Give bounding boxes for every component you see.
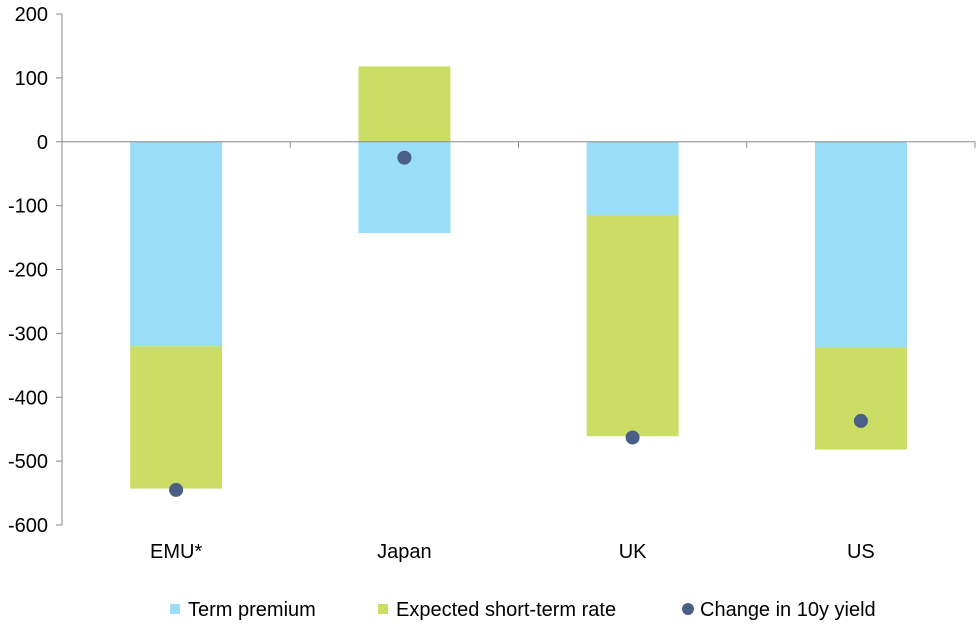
legend: Term premium Expected short-term rate Chan…	[170, 599, 876, 621]
bar-expected-short-term-rate-uk	[586, 215, 679, 437]
y-axis: 200 100 0 -100 -200 -300 -400 -500 -600	[8, 4, 63, 537]
legend-label-change-in-10y-yield: Change in 10y yield	[700, 599, 876, 621]
point-change-in-10y-yield-us	[853, 413, 868, 428]
point-change-in-10y-yield-emu	[169, 482, 184, 497]
point-change-in-10y-yield-japan	[397, 150, 412, 165]
x-tick-label-us: US	[847, 541, 875, 563]
legend-swatch-term-premium	[170, 604, 180, 614]
x-tick-label-japan: Japan	[377, 541, 432, 563]
y-tick-label: 100	[15, 68, 48, 90]
y-tick-label: -500	[8, 451, 48, 473]
plot-area	[130, 66, 907, 497]
bar-expected-short-term-rate-emu	[130, 346, 223, 489]
y-tick-label: -300	[8, 323, 48, 345]
y-tick-label: -600	[8, 515, 48, 537]
x-tick-label-emu: EMU*	[150, 541, 202, 563]
bar-expected-short-term-rate-japan	[358, 66, 451, 142]
legend-swatch-change-in-10y-yield	[682, 603, 694, 615]
x-axis: EMU* Japan UK US	[62, 141, 976, 563]
bar-expected-short-term-rate-us	[814, 347, 907, 450]
point-change-in-10y-yield-uk	[625, 430, 640, 445]
legend-label-term-premium: Term premium	[188, 599, 316, 621]
legend-swatch-expected-short-term-rate	[378, 604, 388, 614]
bar-term-premium-us	[814, 141, 907, 348]
legend-label-expected-short-term-rate: Expected short-term rate	[396, 599, 616, 621]
bar-term-premium-uk	[586, 141, 679, 216]
y-tick-label: 0	[37, 132, 48, 154]
y-tick-label: -400	[8, 387, 48, 409]
x-tick-label-uk: UK	[619, 541, 647, 563]
bar-term-premium-emu	[130, 141, 223, 347]
y-tick-label: -100	[8, 196, 48, 218]
y-tick-label: 200	[15, 4, 48, 26]
y-tick-label: -200	[8, 260, 48, 282]
